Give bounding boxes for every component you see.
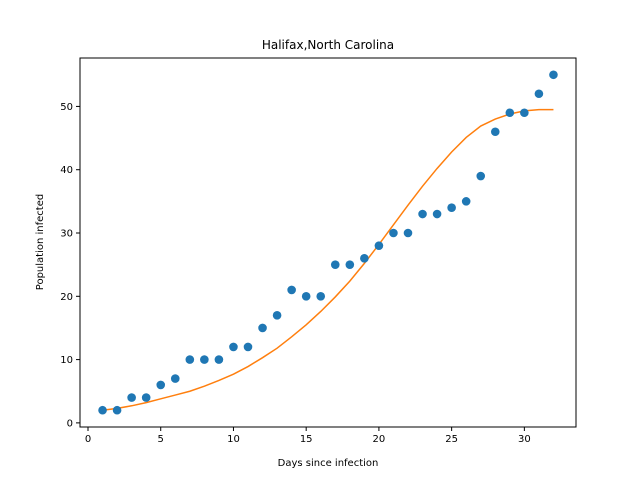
y-axis-label: Population infected bbox=[35, 194, 46, 290]
y-tick-label: 20 bbox=[60, 292, 73, 303]
data-point bbox=[170, 374, 180, 383]
data-point bbox=[374, 241, 384, 250]
x-axis-ticks: 0 5 10 15 20 25 30 bbox=[85, 427, 531, 445]
data-point bbox=[403, 228, 413, 238]
y-tick-label: 0 bbox=[67, 418, 73, 429]
data-point bbox=[316, 292, 326, 301]
y-tick-label: 30 bbox=[60, 229, 73, 240]
data-point bbox=[141, 393, 151, 402]
data-point bbox=[360, 254, 369, 263]
plot-frame bbox=[79, 57, 577, 428]
data-point bbox=[229, 342, 238, 352]
y-axis-ticks: 0 10 20 30 40 50 bbox=[60, 102, 80, 429]
data-point bbox=[301, 292, 311, 301]
data-point bbox=[243, 342, 253, 352]
y-tick-label: 10 bbox=[60, 355, 73, 366]
data-point bbox=[127, 393, 136, 402]
data-point bbox=[432, 209, 442, 219]
data-point bbox=[418, 209, 427, 219]
x-tick-label: 15 bbox=[300, 434, 313, 445]
data-point bbox=[447, 203, 456, 212]
x-tick-label: 5 bbox=[158, 434, 164, 445]
data-point bbox=[287, 285, 296, 295]
data-point bbox=[389, 228, 398, 238]
data-point bbox=[185, 355, 195, 364]
data-point bbox=[490, 127, 500, 137]
x-tick-label: 20 bbox=[373, 434, 386, 445]
data-point bbox=[98, 405, 107, 415]
data-point bbox=[505, 108, 515, 118]
data-point bbox=[200, 355, 209, 364]
data-point bbox=[156, 380, 166, 390]
data-point bbox=[214, 355, 224, 364]
y-tick-label: 50 bbox=[60, 102, 73, 113]
x-tick-label: 10 bbox=[227, 434, 240, 445]
fitted-curve-line bbox=[102, 108, 554, 411]
x-tick-label: 0 bbox=[85, 434, 91, 445]
data-point bbox=[476, 171, 486, 181]
x-tick-label: 30 bbox=[518, 434, 531, 445]
data-point bbox=[272, 310, 282, 320]
chart-title: Halifax,North Carolina bbox=[262, 38, 394, 52]
data-point bbox=[549, 70, 558, 80]
y-tick-label: 40 bbox=[60, 165, 73, 176]
data-point bbox=[534, 89, 544, 99]
x-tick-label: 25 bbox=[445, 434, 458, 445]
plot-series bbox=[98, 70, 558, 415]
data-point bbox=[345, 260, 355, 269]
x-axis-label: Days since infection bbox=[278, 458, 379, 469]
data-point bbox=[112, 405, 122, 415]
data-point bbox=[330, 260, 340, 269]
data-point bbox=[520, 108, 529, 118]
data-point bbox=[461, 197, 471, 206]
data-point bbox=[258, 323, 267, 333]
